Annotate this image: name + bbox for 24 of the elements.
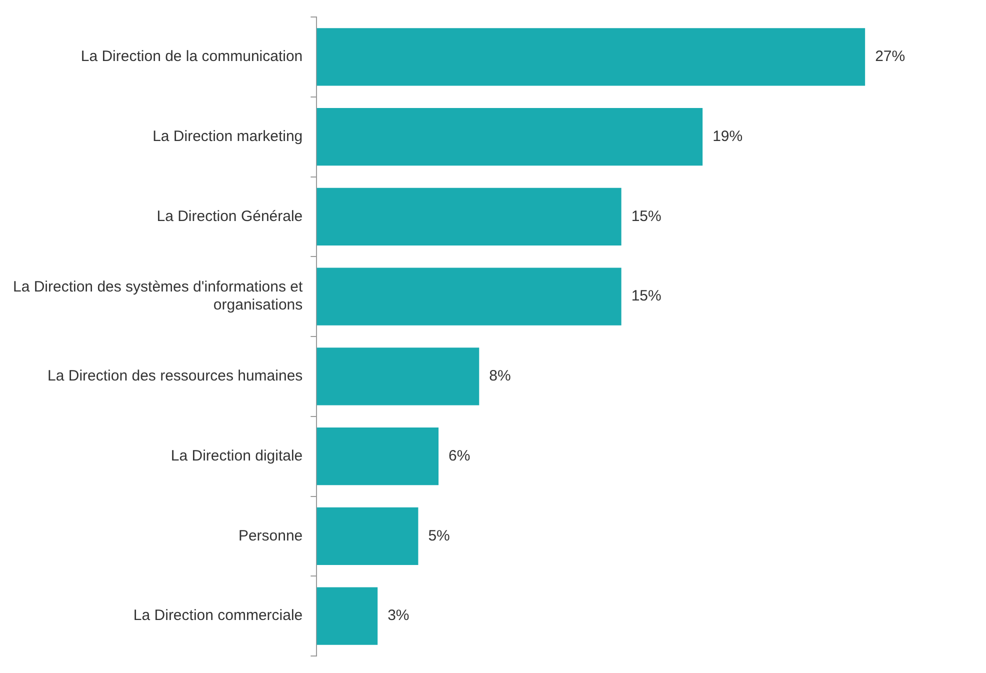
y-tick-label: La Direction commerciale [133, 607, 303, 624]
y-tick-label: La Direction des ressources humaines [48, 368, 303, 385]
data-label: 27% [875, 48, 906, 66]
bar [316, 268, 622, 326]
data-label: 3% [388, 607, 410, 624]
bar [316, 348, 480, 406]
y-tick-label: La Direction Générale [156, 208, 303, 225]
bar [316, 507, 418, 566]
bar [316, 188, 622, 246]
y-tick-label: La Direction des systèmes d'informations et organisations [12, 278, 304, 314]
y-tick-label: La Direction de la communication [80, 48, 303, 66]
bar [316, 427, 439, 486]
data-label: 8% [489, 368, 511, 385]
bar [316, 587, 378, 645]
data-label: 15% [631, 208, 662, 225]
data-label: 5% [428, 527, 450, 544]
bar [316, 28, 866, 86]
y-tick-label: La Direction digitale [170, 447, 303, 464]
data-label: 15% [631, 288, 662, 305]
y-tick-label: Personne [238, 527, 303, 544]
y-tick-label: La Direction marketing [152, 128, 303, 145]
data-label: 6% [448, 447, 470, 464]
bar [316, 108, 703, 166]
data-label: 19% [712, 128, 743, 145]
